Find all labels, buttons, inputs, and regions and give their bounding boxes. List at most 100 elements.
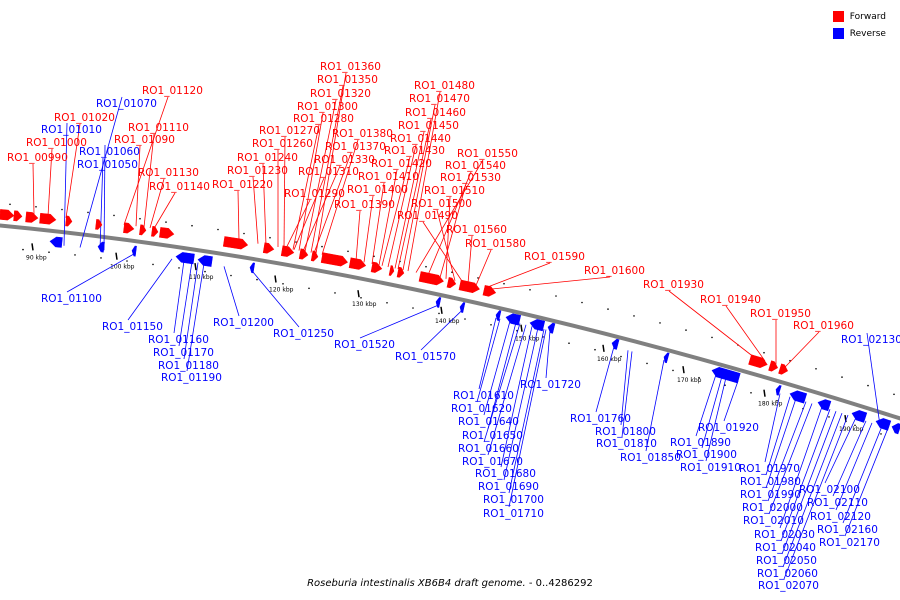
gene-label: RO1_01270 [259,125,320,137]
reverse-gene [505,313,522,326]
gene-label: RO1_01180 [158,360,219,372]
genes [0,209,900,435]
leader-line [292,124,320,250]
scale-dot [321,245,323,248]
leader-lines [32,72,889,580]
gene-label: RO1_01900 [676,449,737,461]
scale-ticks: 90 kbp 100 kbp 110 kbp 120 kbp 130 kbp 140 kb… [26,243,864,433]
leader-line [620,350,629,426]
reverse-gene [529,319,546,332]
scale-dot [555,295,557,297]
forward-gene [262,242,275,254]
scale-dot [269,236,271,239]
gene-label: RO1_02060 [757,568,818,580]
forward-gene [25,211,39,223]
gene-label: RO1_01300 [297,101,358,113]
scale-tick [194,262,197,271]
forward-gene [222,236,249,250]
scale-tick-label: 180 kbp [758,401,783,408]
reverse-gene [789,390,808,404]
scale-dot [360,297,362,299]
scale-tick-label: 100 kbp [110,264,135,271]
leader-line [765,396,791,476]
forward-gene [320,252,348,267]
forward-gene [95,219,103,230]
scale-dot [438,312,440,315]
reverse-gene [611,338,620,350]
reverse-gene [495,310,502,321]
leader-line [725,305,766,362]
leader-line [723,380,739,422]
scale-dot [191,224,193,227]
forward-gene [446,277,457,289]
scale-dot [594,348,596,351]
forward-gene [0,209,15,221]
reverse-gene [131,245,137,257]
scale-tick [357,290,360,298]
scale-dot [386,302,388,304]
gene-label: RO1_01380 [332,128,393,140]
gene-label: RO1_01550 [457,148,518,160]
scale-tick [115,252,118,260]
scale-dot [48,251,50,253]
scale-dot [282,283,284,285]
scale-dot [698,376,700,379]
leader-line [183,262,199,360]
reverse-gene [547,322,556,334]
forward-gene [482,285,497,297]
leader-line [491,276,611,290]
leader-line [545,330,551,379]
gene-label: RO1_01560 [446,224,507,236]
sequence-range: - 0..4286292 [525,578,593,589]
scale-dot [204,270,206,273]
gene-label: RO1_01360 [320,61,381,73]
scale-dot [568,342,570,345]
scale-tick [763,389,766,397]
scale-tick [31,243,34,251]
gene-label: RO1_01920 [698,422,759,434]
legend-forward-swatch [832,11,844,22]
gene-label: RO1_01940 [700,294,761,306]
forward-gene [418,271,444,286]
scale-dot [412,307,414,309]
gene-label: RO1_02160 [817,524,878,536]
scale-tick-label: 130 kbp [352,301,377,308]
gene-label: RO1_02050 [756,555,817,567]
gene-label: RO1_01110 [128,122,189,134]
scale-dot [867,384,869,387]
scale-tick [274,275,277,283]
scale-dot [685,329,687,331]
gene-label: RO1_01890 [670,437,731,449]
gene-label: RO1_01540 [445,160,506,172]
leader-line [701,376,723,449]
scale-dot [841,376,843,378]
leader-line [173,260,185,334]
legend-forward: Forward [832,8,886,25]
leader-line [178,261,193,347]
legend-reverse-label: Reverse [849,28,886,39]
gene-label: RO1_01690 [478,481,539,493]
leader-line [705,377,727,462]
scale-tick [682,366,685,374]
gene-label: RO1_01330 [314,154,375,166]
scale-dot [815,368,817,370]
gene-label: RO1_01990 [740,489,801,501]
reverse-gene [851,410,868,423]
forward-gene [65,215,73,227]
gene-labels: RO1_00990RO1_01000RO1_01020RO1_01120RO1_… [7,61,900,592]
leader-line [842,426,883,524]
leader-line [313,152,352,254]
scale-dot [334,292,336,294]
scale-dot [646,362,648,365]
scale-tick-label: 150 kbp [515,336,540,343]
gene-label: RO1_02110 [807,497,868,509]
gene-label: RO1_01720 [520,379,581,391]
forward-gene [748,354,768,369]
scale-dot [659,322,661,324]
scale-dot [243,232,245,235]
scale-tick [440,306,443,314]
leader-line [781,411,837,555]
leader-line [439,183,467,278]
gene-label: RO1_01960 [793,320,854,332]
gene-label: RO1_01680 [475,468,536,480]
